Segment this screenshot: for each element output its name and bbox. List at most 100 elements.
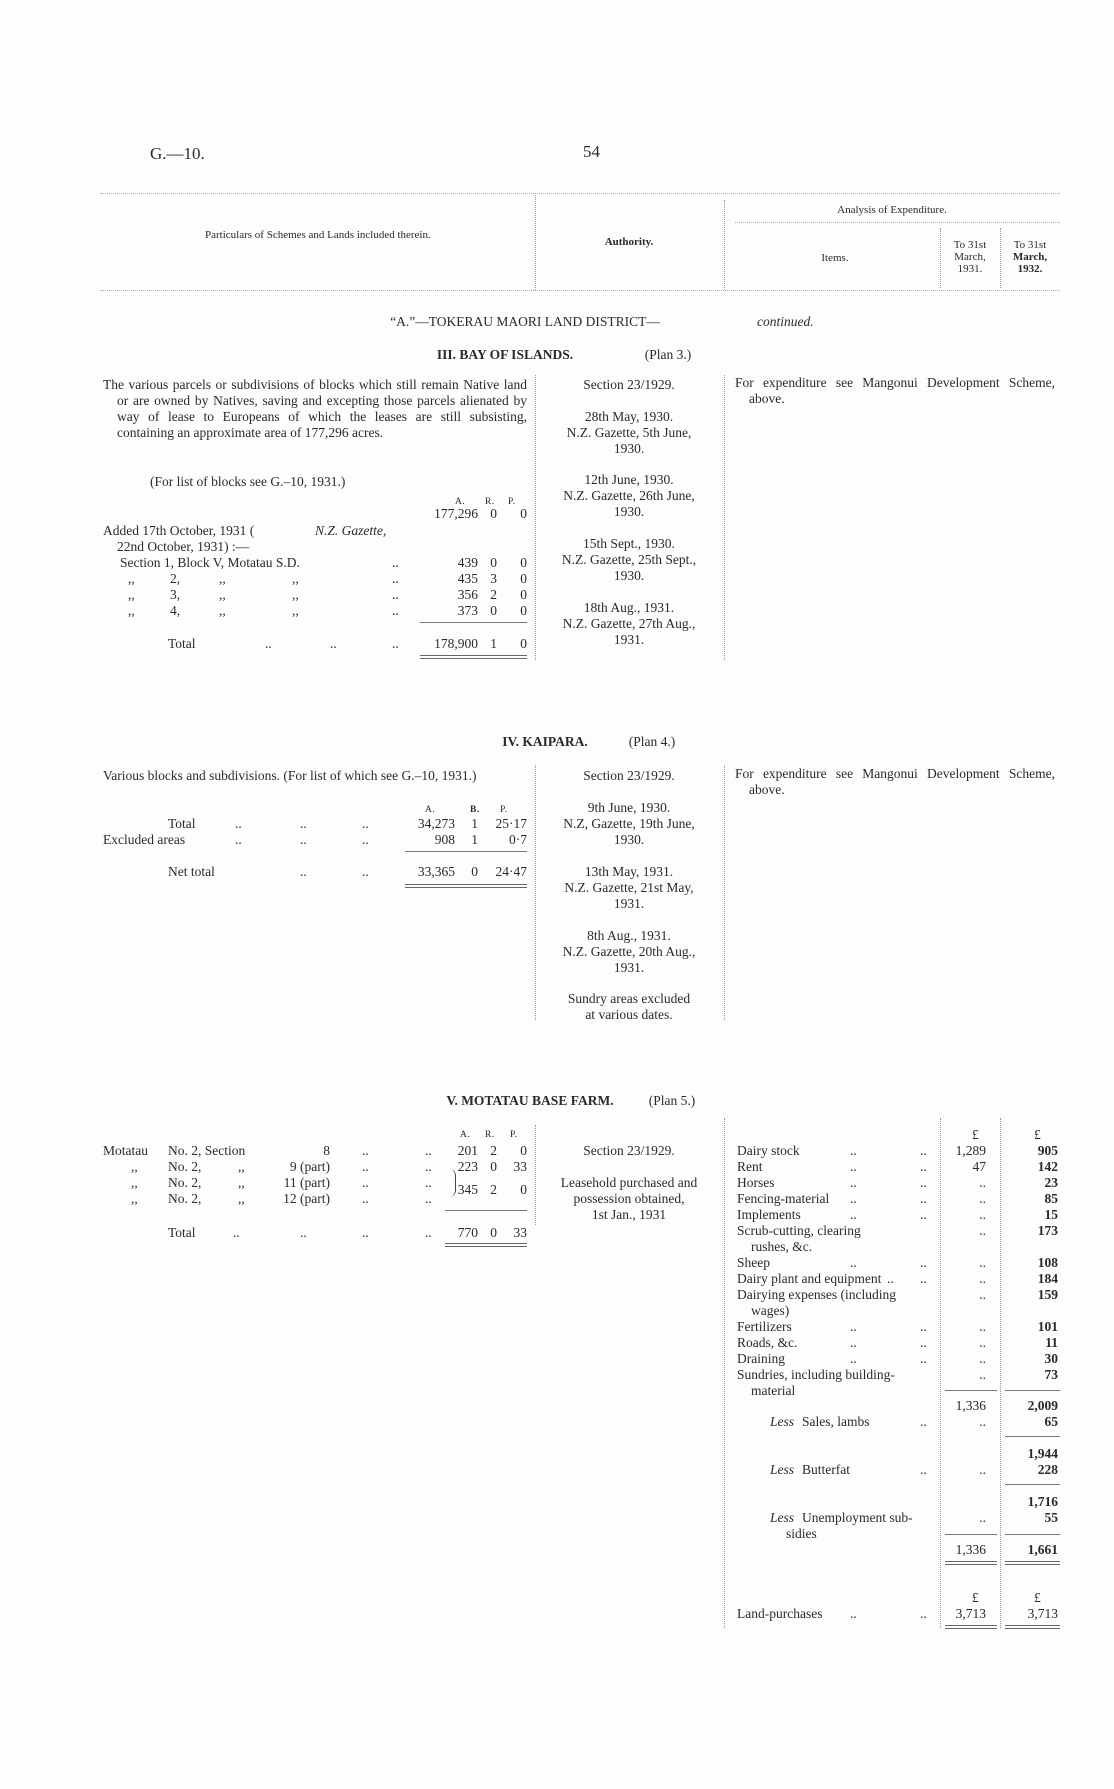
total-roods: 0 — [471, 864, 478, 879]
dot-leader: .. — [392, 636, 399, 651]
expenditure-item: Horses — [737, 1175, 775, 1190]
dot-leader: .. — [300, 832, 307, 847]
amount-1931: .. — [979, 1351, 986, 1366]
area-roods: 0 — [490, 506, 497, 521]
section-title: III. BAY OF ISLANDS. — [436, 347, 574, 362]
total-acres: 770 — [457, 1225, 478, 1240]
row-perches: 0 — [520, 1143, 527, 1158]
expenditure-item: Fertilizers — [737, 1319, 792, 1334]
subtotal-1931: 1,336 — [955, 1398, 986, 1413]
dot-leader: .. — [362, 832, 369, 847]
row-block: Motatau — [103, 1143, 148, 1158]
unit-acres: A. — [460, 1130, 471, 1140]
unit-roods: R. — [485, 1130, 495, 1140]
added-text: 22nd October, 1931) :— — [117, 539, 250, 554]
dot-leader: .. — [920, 1414, 927, 1429]
balance-1932: 1,944 — [1027, 1446, 1058, 1461]
authority-line: Section 23/1929. — [583, 768, 675, 783]
amount-1931: .. — [979, 1510, 986, 1525]
less-item: Sales, lambs — [802, 1414, 870, 1429]
dot-leader: .. — [235, 832, 242, 847]
expenditure-item: Dairy stock — [737, 1143, 800, 1158]
expenditure-item: Roads, &c. — [737, 1335, 798, 1350]
gazette-ref: N.Z. Gazette, — [315, 523, 387, 538]
area-perches: 0 — [520, 506, 527, 521]
authority-line: 1931. — [613, 896, 645, 911]
dot-leader: .. — [850, 1175, 857, 1190]
dot-leader: .. — [920, 1319, 927, 1334]
dot-leader: .. — [920, 1351, 927, 1366]
amount-1932: 101 — [1037, 1319, 1058, 1334]
row-roods: 2 — [490, 1182, 497, 1197]
rule-line — [1005, 1390, 1060, 1391]
amount-1931: .. — [979, 1271, 986, 1286]
authority-line: 15th Sept., 1930. — [583, 536, 675, 551]
dot-leader: .. — [850, 1159, 857, 1174]
pound-sign: £ — [1034, 1590, 1041, 1605]
header-top-rule — [100, 193, 1060, 194]
authority-line: N.Z. Gazette, 20th Aug., — [562, 944, 696, 959]
amount-1932: 65 — [1044, 1414, 1059, 1429]
expenditure-item: Dairy plant and equipment — [737, 1271, 882, 1286]
dot-leader: .. — [850, 1335, 857, 1350]
ditto-mark: ,, — [131, 1191, 138, 1206]
dot-leader: .. — [300, 864, 307, 879]
amount-1932: 23 — [1044, 1175, 1059, 1190]
rule-line — [1005, 1534, 1060, 1535]
amount-1931: 47 — [972, 1159, 987, 1174]
amount-1932: 905 — [1037, 1143, 1058, 1158]
row-roods: 3 — [490, 571, 497, 586]
dot-leader: .. — [362, 1175, 369, 1190]
amount-1932: 184 — [1037, 1271, 1058, 1286]
dot-leader: .. — [920, 1462, 927, 1477]
row-label: Excluded areas — [103, 832, 186, 847]
section-plan: (Plan 4.) — [628, 734, 676, 749]
added-text: Added 17th October, 1931 ( — [103, 523, 255, 538]
authority-line: 28th May, 1930. — [584, 409, 674, 424]
total-perches: 33 — [513, 1225, 528, 1240]
amount-1931: .. — [979, 1287, 986, 1302]
row-perches: 0 — [520, 587, 527, 602]
ditto-mark: ,, — [219, 587, 226, 602]
authority-line: 1930. — [613, 832, 645, 847]
expenditure-item: Sheep — [737, 1255, 770, 1270]
header-bottom-rule — [100, 290, 1060, 291]
unit-roods: B. — [470, 805, 480, 815]
ditto-mark: ,, — [292, 587, 299, 602]
dot-leader: .. — [920, 1159, 927, 1174]
authority-line: Section 23/1929. — [583, 1143, 675, 1158]
authority-line: N.Z. Gazette, 26th June, — [563, 488, 695, 503]
authority-line: 1st Jan., 1931 — [591, 1207, 667, 1222]
pound-sign: £ — [1034, 1127, 1041, 1142]
row-acres: 201 — [457, 1143, 478, 1158]
less-prefix: Less — [770, 1462, 795, 1477]
row-section: 11 (part) — [283, 1175, 330, 1190]
less-prefix: Less — [770, 1414, 795, 1429]
dot-leader: .. — [850, 1191, 857, 1206]
header-1931: To 31st — [953, 239, 987, 251]
header-authority: Authority. — [604, 236, 654, 248]
header-1932: March, — [1012, 251, 1048, 263]
amount-1931: 1,289 — [955, 1143, 986, 1158]
unit-perches: P. — [510, 1130, 518, 1140]
dot-leader: .. — [362, 1143, 369, 1158]
dot-leader: .. — [920, 1207, 927, 1222]
header-1931: March, — [954, 251, 986, 263]
ditto-mark: ,, — [238, 1159, 245, 1174]
row-label: Total — [168, 816, 196, 831]
amount-1931: .. — [979, 1191, 986, 1206]
unit-perches: P. — [500, 805, 508, 815]
authority-line: 1931. — [613, 632, 645, 647]
rule-line — [1005, 1436, 1060, 1437]
amount-1932: 108 — [1037, 1255, 1058, 1270]
expenditure-item-cont: wages) — [751, 1303, 790, 1318]
ditto-mark: ,, — [131, 1159, 138, 1174]
row-roods: 2 — [490, 587, 497, 602]
amount-1932: 228 — [1037, 1462, 1058, 1477]
authority-line: 8th Aug., 1931. — [587, 928, 671, 943]
ditto-mark: ,, — [128, 603, 135, 618]
dot-leader: .. — [850, 1255, 857, 1270]
dot-leader: .. — [330, 636, 337, 651]
row-roods: 0 — [490, 603, 497, 618]
authority-line: N.Z. Gazette, 21st May, — [564, 880, 694, 895]
